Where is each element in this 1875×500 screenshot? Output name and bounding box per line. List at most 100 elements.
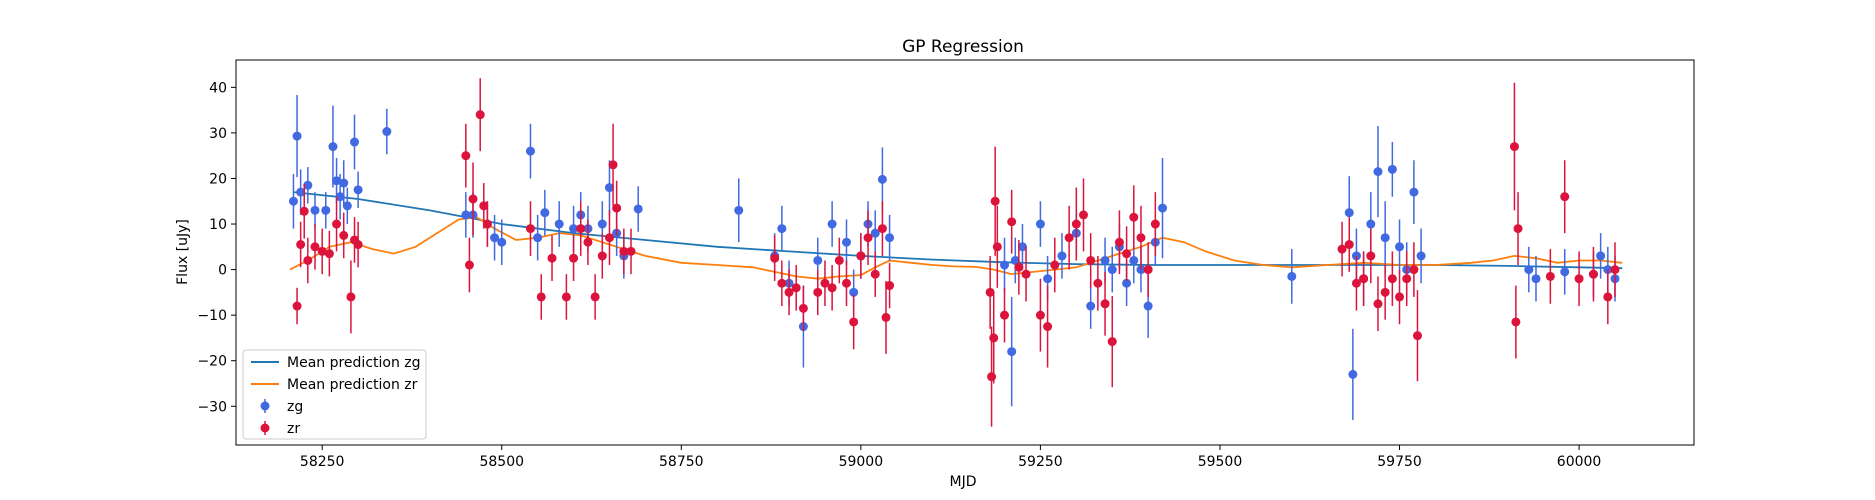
point-zr bbox=[881, 312, 891, 322]
point-zr bbox=[987, 372, 997, 382]
point-zg bbox=[303, 180, 313, 190]
point-zg bbox=[870, 228, 880, 238]
point-zg bbox=[1287, 271, 1297, 281]
point-zr bbox=[863, 233, 873, 243]
point-zr bbox=[1603, 292, 1613, 302]
legend-swatch-zg-point bbox=[260, 401, 270, 411]
point-zr bbox=[1064, 233, 1074, 243]
point-zr bbox=[576, 224, 586, 234]
point-zg bbox=[849, 287, 859, 297]
point-zg bbox=[827, 219, 837, 229]
y-tick-label: 40 bbox=[209, 80, 227, 96]
point-zg bbox=[310, 205, 320, 215]
point-zr bbox=[770, 253, 780, 263]
point-zr bbox=[1150, 219, 1160, 229]
point-zr bbox=[1359, 274, 1369, 284]
point-zg bbox=[1560, 267, 1570, 277]
x-tick-label: 59750 bbox=[1377, 454, 1422, 470]
point-zr bbox=[604, 233, 614, 243]
point-zg bbox=[1348, 369, 1358, 379]
point-zr bbox=[870, 269, 880, 279]
point-zg bbox=[1416, 251, 1426, 261]
point-zg bbox=[292, 131, 302, 141]
point-zr bbox=[1000, 310, 1010, 320]
point-zg bbox=[1000, 260, 1010, 270]
point-zr bbox=[1373, 299, 1383, 309]
point-zg bbox=[533, 233, 543, 243]
point-zr bbox=[1351, 278, 1361, 288]
point-zg bbox=[1086, 301, 1096, 311]
point-zr bbox=[1588, 269, 1598, 279]
point-zr bbox=[310, 242, 320, 252]
point-zg bbox=[350, 137, 360, 147]
point-zr bbox=[1395, 292, 1405, 302]
point-zr bbox=[1043, 322, 1053, 332]
point-zr bbox=[1402, 274, 1412, 284]
point-zg bbox=[1107, 265, 1117, 275]
point-zr bbox=[885, 281, 895, 291]
point-zr bbox=[626, 246, 636, 256]
point-zg bbox=[777, 224, 787, 234]
point-zg bbox=[1344, 208, 1354, 218]
point-zr bbox=[1107, 337, 1117, 347]
point-zr bbox=[346, 292, 356, 302]
point-zr bbox=[1610, 265, 1620, 275]
point-zr bbox=[1366, 251, 1376, 261]
y-tick-label: −10 bbox=[197, 308, 227, 324]
point-zg bbox=[1010, 255, 1020, 265]
legend-label-zg: zg bbox=[287, 399, 303, 415]
point-zg bbox=[1129, 255, 1139, 265]
point-zr bbox=[296, 240, 306, 250]
point-zg bbox=[841, 237, 851, 247]
point-zr bbox=[1050, 260, 1060, 270]
y-tick-label: −20 bbox=[197, 354, 227, 370]
point-zr bbox=[1412, 331, 1422, 341]
point-zr bbox=[461, 151, 471, 161]
point-zr bbox=[1114, 237, 1124, 247]
point-zg bbox=[877, 174, 887, 184]
x-axis: 58250 58500 58750 59000 59250 59500 59750 60000 bbox=[300, 445, 1601, 470]
point-zr bbox=[1129, 212, 1139, 222]
point-zg bbox=[1017, 242, 1027, 252]
point-zg bbox=[633, 204, 643, 214]
point-zr bbox=[1380, 287, 1390, 297]
point-zr bbox=[1513, 224, 1523, 234]
point-zr bbox=[1021, 269, 1031, 279]
point-zg bbox=[1395, 242, 1405, 252]
point-zg bbox=[1373, 167, 1383, 177]
point-zr bbox=[525, 224, 535, 234]
point-zr bbox=[1122, 249, 1132, 259]
point-zg bbox=[342, 201, 352, 211]
x-tick-label: 60000 bbox=[1557, 454, 1602, 470]
point-zr bbox=[1387, 274, 1397, 284]
point-zr bbox=[1014, 262, 1024, 272]
point-zr bbox=[856, 251, 866, 261]
y-tick-label: 10 bbox=[209, 217, 227, 233]
point-zr bbox=[1409, 265, 1419, 275]
point-zr bbox=[1545, 271, 1555, 281]
point-zg bbox=[540, 208, 550, 218]
series-points bbox=[288, 78, 1620, 427]
point-zg bbox=[328, 142, 338, 152]
x-tick-label: 59500 bbox=[1198, 454, 1243, 470]
point-zr bbox=[877, 224, 887, 234]
point-zr bbox=[1560, 192, 1570, 202]
point-zr bbox=[608, 160, 618, 170]
point-zr bbox=[777, 278, 787, 288]
point-zg bbox=[554, 219, 564, 229]
point-zr bbox=[1007, 217, 1017, 227]
point-zr bbox=[332, 219, 342, 229]
point-zg bbox=[296, 187, 306, 197]
point-zr bbox=[784, 287, 794, 297]
point-zr bbox=[583, 237, 593, 247]
point-zg bbox=[1100, 255, 1110, 265]
x-tick-label: 59250 bbox=[1018, 454, 1063, 470]
point-zr bbox=[324, 249, 334, 259]
point-zr bbox=[303, 255, 313, 265]
point-zr bbox=[475, 110, 485, 120]
point-zr bbox=[1511, 317, 1521, 327]
point-zg bbox=[1409, 187, 1419, 197]
point-zr bbox=[989, 333, 999, 343]
point-zg bbox=[461, 210, 471, 220]
x-tick-label: 58500 bbox=[479, 454, 524, 470]
